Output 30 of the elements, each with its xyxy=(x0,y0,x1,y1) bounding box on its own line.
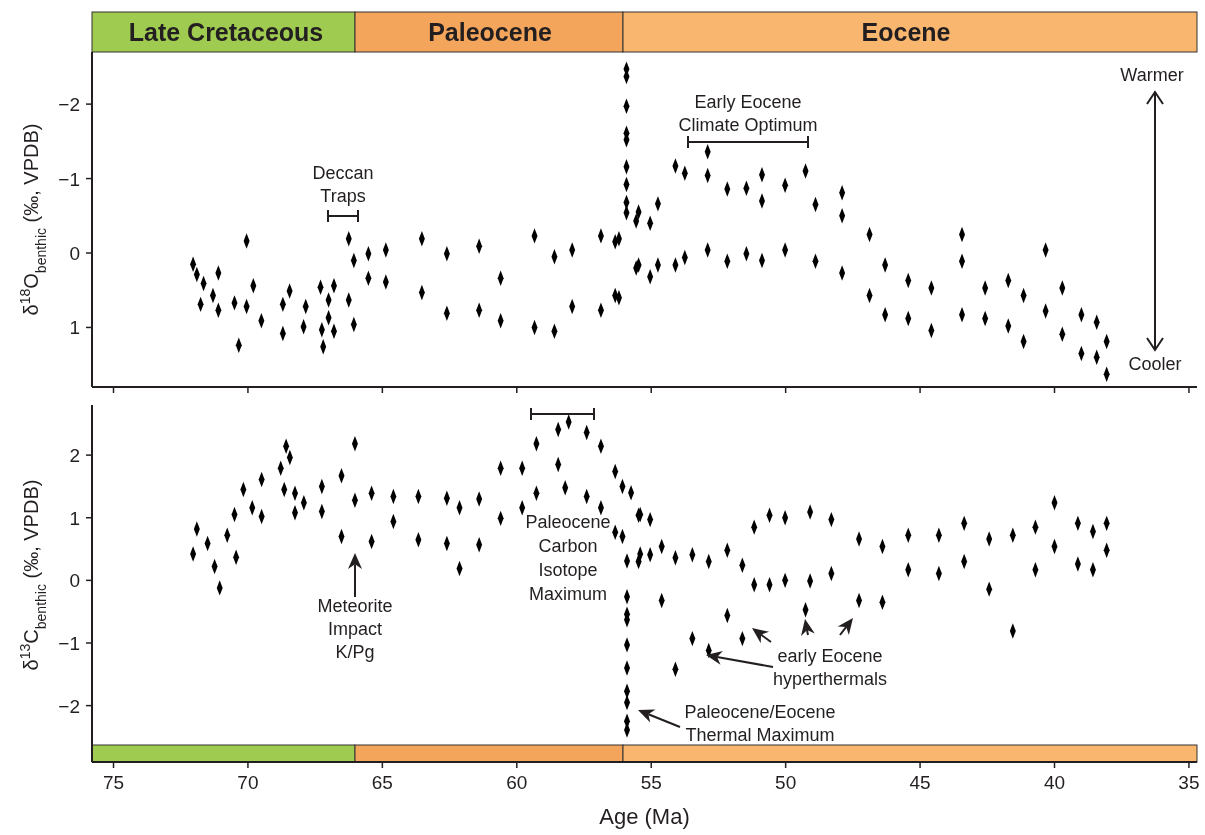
x-tick-label: 35 xyxy=(1178,772,1200,793)
x-tick-label: 65 xyxy=(371,772,393,793)
x-tick-label: 40 xyxy=(1043,772,1066,793)
text: Eocene xyxy=(861,18,951,46)
y-tick-label: −2 xyxy=(58,94,80,116)
annotation: early Eocene hyperthermals xyxy=(772,646,888,689)
y-tick-label: −2 xyxy=(58,695,80,717)
x-axis-title: Age (Ma) xyxy=(599,804,690,829)
y-tick-label: 0 xyxy=(69,570,80,592)
annotation: Meteorite Impact K/Pg xyxy=(317,596,393,662)
text: Late Cretaceous xyxy=(128,18,324,46)
y-tick-label: −1 xyxy=(58,168,80,190)
x-tick-label: 70 xyxy=(237,772,259,793)
x-tick-label: 75 xyxy=(102,772,125,793)
annotation: Paleocene Carbon Isotope Maximum xyxy=(525,512,611,604)
y-tick-label: 1 xyxy=(69,317,80,339)
y-tick-label: 2 xyxy=(69,445,80,467)
y-tick-label: 0 xyxy=(69,243,80,264)
x-tick-label: 50 xyxy=(775,772,797,793)
x-tick-label: 45 xyxy=(909,772,931,793)
x-tick-label: 55 xyxy=(640,772,662,793)
y-tick-label: 1 xyxy=(69,507,80,529)
annotation: Cooler xyxy=(1128,354,1182,374)
annotation: Deccan Traps xyxy=(312,163,374,206)
annotation: Early Eocene Climate Optimum xyxy=(678,92,818,135)
annotation: Paleocene/Eocene Thermal Maximum xyxy=(684,702,836,745)
text: Paleocene xyxy=(428,18,552,46)
x-tick-label: 60 xyxy=(506,772,528,793)
y-tick-label: −1 xyxy=(58,633,80,654)
annotation: Warmer xyxy=(1120,65,1184,85)
